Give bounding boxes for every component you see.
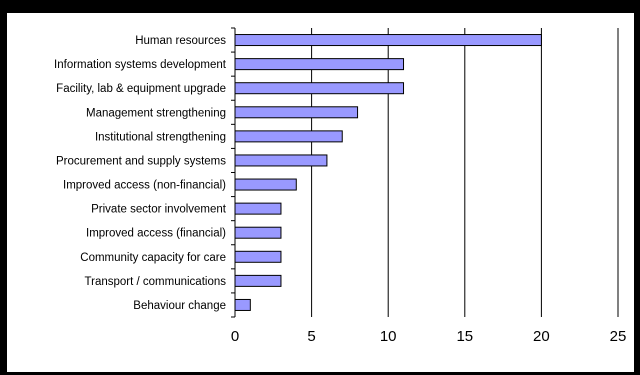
bar — [234, 58, 405, 71]
bar — [234, 82, 405, 95]
x-tick-label: 25 — [610, 328, 627, 345]
category-label: Institutional strengthening — [95, 131, 226, 143]
bar — [234, 178, 297, 191]
x-tick-labels: 0 5 10 15 20 25 — [231, 328, 627, 345]
category-label: Community capacity for care — [80, 252, 226, 264]
category-label: Improved access (financial) — [86, 228, 226, 240]
x-tick-label: 20 — [533, 328, 550, 345]
x-tick-label: 10 — [380, 328, 397, 345]
x-tick-label: 0 — [231, 328, 239, 345]
bars — [231, 27, 542, 318]
gridlines — [311, 28, 619, 317]
category-labels: Human resources Information systems devel… — [54, 35, 227, 312]
category-label: Behaviour change — [133, 300, 226, 312]
bar — [234, 274, 282, 287]
category-label: Facility, lab & equipment upgrade — [56, 83, 226, 95]
bar — [234, 106, 359, 119]
x-tick-label: 15 — [456, 328, 473, 345]
bar — [234, 298, 251, 311]
category-label: Human resources — [135, 35, 226, 47]
category-label: Information systems development — [54, 59, 227, 71]
category-label: Private sector involvement — [91, 204, 227, 216]
category-label: Management strengthening — [86, 107, 226, 119]
bar — [234, 202, 282, 215]
category-label: Transport / communications — [85, 276, 227, 288]
category-label: Procurement and supply systems — [56, 155, 226, 167]
bar — [234, 154, 328, 167]
bar — [234, 250, 282, 263]
x-tick-label: 5 — [307, 328, 315, 345]
bar — [234, 130, 343, 143]
category-label: Improved access (non-financial) — [63, 180, 226, 192]
bar — [234, 226, 282, 239]
bar — [234, 34, 542, 47]
